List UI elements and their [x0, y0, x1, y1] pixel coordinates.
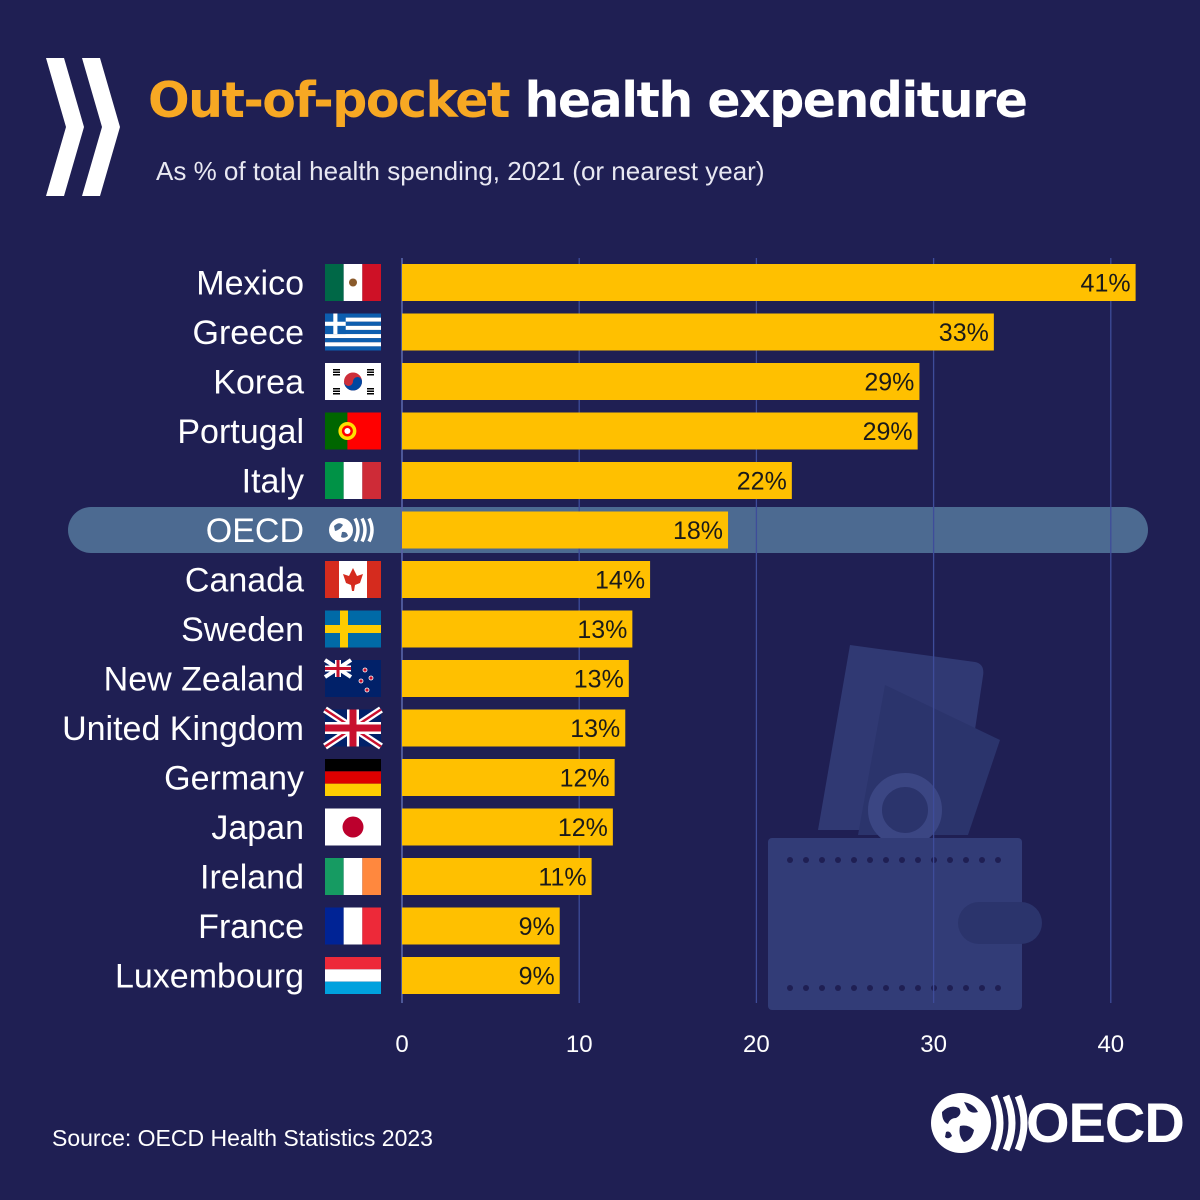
- bar-united-kingdom: [402, 709, 626, 747]
- category-label-korea: Korea: [213, 364, 304, 402]
- data-label-canada: 14%: [595, 567, 645, 595]
- oecd-chevrons-icon: [46, 58, 120, 196]
- category-label-greece: Greece: [193, 314, 305, 352]
- sweden-flag-icon: [325, 610, 381, 648]
- bar-portugal: [402, 412, 918, 450]
- data-label-greece: 33%: [939, 319, 989, 347]
- bar-sweden: [402, 610, 633, 648]
- bar-ireland: [402, 858, 592, 895]
- bar-canada: [402, 561, 651, 598]
- page-subtitle: As % of total health spending, 2021 (or …: [156, 156, 765, 186]
- luxembourg-flag-icon: [325, 957, 381, 994]
- bar-korea: [402, 363, 920, 400]
- x-tick-label-0: 0: [395, 1031, 408, 1058]
- bar-greece: [402, 313, 994, 351]
- data-label-japan: 12%: [558, 814, 608, 842]
- data-label-oecd: 18%: [673, 517, 723, 545]
- category-label-canada: Canada: [185, 562, 304, 600]
- title-rest: health expenditure: [524, 72, 1028, 129]
- bar-oecd: [402, 511, 729, 549]
- bar-france: [402, 907, 560, 945]
- title-accent: Out-of-pocket: [148, 72, 510, 129]
- data-label-korea: 29%: [864, 369, 914, 397]
- data-label-mexico: 41%: [1081, 270, 1131, 298]
- mexico-flag-icon: [325, 264, 381, 301]
- page-title: Out-of-pocket health expenditure: [148, 72, 1028, 129]
- italy-flag-icon: [325, 462, 381, 499]
- bar-italy: [402, 462, 792, 499]
- bar-germany: [402, 759, 615, 796]
- data-label-portugal: 29%: [863, 418, 913, 446]
- category-label-ireland: Ireland: [200, 859, 304, 897]
- category-label-united-kingdom: United Kingdom: [62, 710, 304, 748]
- x-tick-label-10: 10: [566, 1031, 593, 1058]
- category-label-sweden: Sweden: [181, 611, 304, 649]
- data-label-france: 9%: [519, 913, 555, 941]
- data-label-united-kingdom: 13%: [570, 715, 620, 743]
- category-label-mexico: Mexico: [196, 265, 304, 303]
- x-tick-label-40: 40: [1097, 1031, 1124, 1058]
- category-label-japan: Japan: [211, 809, 304, 847]
- oecd-logo-icon: [931, 1093, 1028, 1153]
- japan-flag-icon: [325, 808, 381, 846]
- germany-flag-icon: [325, 759, 381, 796]
- portugal-flag-icon: [325, 412, 381, 450]
- category-label-france: France: [198, 908, 304, 946]
- wallet-icon: [768, 645, 1042, 1010]
- data-label-new-zealand: 13%: [574, 666, 624, 694]
- category-label-italy: Italy: [242, 463, 304, 501]
- data-label-italy: 22%: [737, 468, 787, 496]
- data-label-germany: 12%: [560, 765, 610, 793]
- data-label-luxembourg: 9%: [519, 963, 555, 991]
- greece-flag-icon: [325, 313, 381, 351]
- france-flag-icon: [325, 907, 381, 945]
- data-label-ireland: 11%: [538, 864, 586, 892]
- bar-mexico: [402, 264, 1136, 301]
- korea-flag-icon: [325, 363, 381, 400]
- bar-luxembourg: [402, 957, 560, 994]
- oecd-logo-text: OECD: [1026, 1091, 1185, 1154]
- bar-new-zealand: [402, 660, 629, 697]
- x-tick-label-30: 30: [920, 1031, 947, 1058]
- ireland-flag-icon: [325, 858, 381, 895]
- category-label-luxembourg: Luxembourg: [115, 958, 304, 996]
- source-note: Source: OECD Health Statistics 2023: [52, 1125, 433, 1151]
- data-label-sweden: 13%: [577, 616, 627, 644]
- canada-flag-icon: [325, 561, 381, 598]
- oecd-globe-icon: [329, 517, 374, 543]
- bar-japan: [402, 808, 613, 846]
- x-tick-label-20: 20: [743, 1031, 770, 1058]
- category-label-oecd: OECD: [206, 512, 304, 550]
- category-label-new-zealand: New Zealand: [104, 661, 304, 699]
- united-kingdom-flag-icon: [323, 706, 383, 750]
- category-label-portugal: Portugal: [177, 413, 304, 451]
- new-zealand-flag-icon: [323, 658, 381, 697]
- category-label-germany: Germany: [164, 760, 304, 798]
